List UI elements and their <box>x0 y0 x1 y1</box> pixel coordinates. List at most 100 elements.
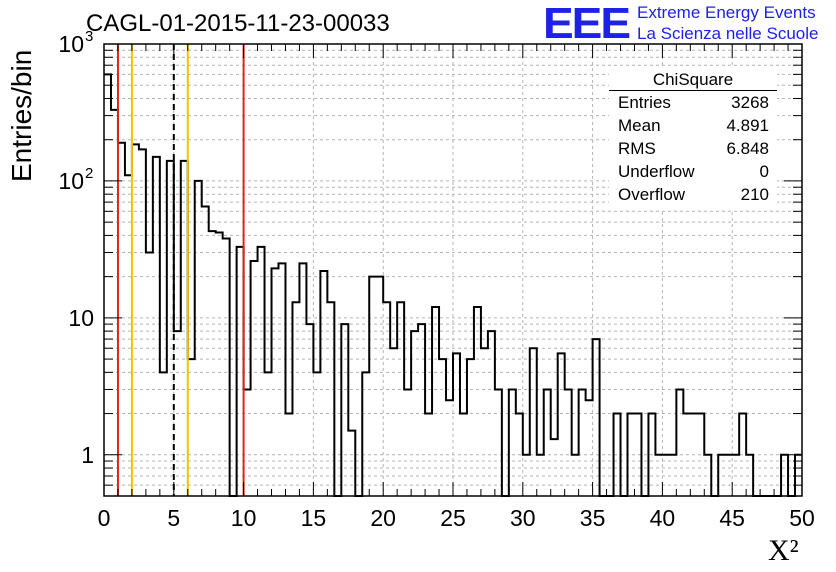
x-tick-label: 5 <box>167 505 180 531</box>
histogram-bin <box>453 353 460 496</box>
histogram-bin <box>488 331 495 496</box>
y-tick-label: 10 <box>58 168 84 194</box>
histogram-bin <box>390 348 397 496</box>
histogram-bin <box>565 389 572 496</box>
stats-value: 0 <box>759 162 769 181</box>
y-tick-label: 10 <box>58 31 84 57</box>
logo-mark: EEE <box>543 0 631 48</box>
histogram-bin <box>648 414 655 496</box>
histogram-bin <box>265 372 272 496</box>
histogram-bin <box>383 302 390 496</box>
stats-title: ChiSquare <box>609 68 777 91</box>
histogram-bin <box>418 324 425 496</box>
stats-label: Overflow <box>618 185 686 204</box>
x-tick-label: 30 <box>510 505 536 531</box>
logo-line-2: La Scienza nelle Scuole <box>637 24 819 43</box>
histogram-bin <box>704 455 711 496</box>
histogram-bin <box>544 389 551 496</box>
histogram-bin <box>397 302 404 496</box>
histogram-bin <box>362 372 369 496</box>
y-tick-label: 1 <box>81 442 94 468</box>
histogram-bin <box>188 359 195 496</box>
histogram-bin <box>195 181 202 496</box>
x-tick-label: 10 <box>231 505 257 531</box>
histogram-bin <box>446 400 453 496</box>
histogram-bin <box>404 389 411 496</box>
histogram-bin <box>209 231 216 496</box>
histogram-bin <box>530 348 537 496</box>
chart-title: CAGL-01-2015-11-23-00033 <box>86 10 390 37</box>
histogram-bin <box>104 74 111 496</box>
stats-value: 3268 <box>731 93 769 112</box>
histogram-bin <box>244 389 251 496</box>
stats-value: 6.848 <box>726 139 769 158</box>
histogram-bin <box>732 455 739 496</box>
histogram-bin <box>216 233 223 496</box>
histogram-bin <box>495 389 502 496</box>
stats-value: 210 <box>740 185 769 204</box>
x-tick-label: 45 <box>719 505 745 531</box>
logo-line-1: Extreme Energy Events <box>637 3 816 22</box>
histogram-bin <box>593 339 600 496</box>
histogram-bin <box>460 414 467 496</box>
histogram-bin <box>739 414 746 496</box>
histogram-bin <box>174 331 181 496</box>
stats-row: RMS 6.848 <box>609 137 777 160</box>
histogram-bin <box>579 389 586 496</box>
histogram-bin <box>125 175 132 496</box>
axis-ticks <box>103 44 803 497</box>
y-tick-label-exponent: 3 <box>85 28 93 45</box>
histogram-bin <box>146 253 153 496</box>
histogram-bin <box>628 414 635 496</box>
histogram-bin <box>669 455 676 496</box>
histogram-outline <box>104 73 802 497</box>
histogram-bin <box>683 414 690 496</box>
histogram-bin <box>258 247 265 496</box>
histogram-bin <box>306 324 313 496</box>
histogram-bin <box>376 277 383 496</box>
histogram-bin <box>132 144 139 496</box>
histogram-bin <box>676 389 683 496</box>
histogram-bins <box>104 73 802 497</box>
histogram-bin <box>509 389 516 496</box>
histogram-bin <box>313 372 320 496</box>
logo-text: Extreme Energy Events La Scienza nelle S… <box>637 2 818 44</box>
x-tick-label: 0 <box>98 505 111 531</box>
histogram-bin <box>725 455 732 496</box>
histogram-bin <box>223 238 230 496</box>
histogram-bin <box>153 157 160 496</box>
stats-row: Entries 3268 <box>609 91 777 114</box>
x-tick-label: 25 <box>440 505 466 531</box>
histogram-bin <box>111 110 118 496</box>
histogram-bin <box>655 455 662 496</box>
y-tick-label-exponent: 2 <box>85 165 93 182</box>
histogram-bin <box>411 331 418 496</box>
stats-label: Underflow <box>618 162 695 181</box>
histogram-bin <box>474 307 481 496</box>
histogram-bin <box>348 431 355 496</box>
histogram-bin <box>558 353 565 496</box>
histogram-bin <box>181 161 188 496</box>
histogram-bin <box>439 359 446 496</box>
stats-row: Underflow 0 <box>609 160 777 183</box>
histogram-bin <box>237 247 244 496</box>
histogram-bin <box>662 455 669 496</box>
histogram-bin <box>279 263 286 496</box>
stats-value: 4.891 <box>726 116 769 135</box>
histogram-bin <box>537 455 544 496</box>
histogram-bin <box>551 439 558 496</box>
stats-label: RMS <box>618 139 656 158</box>
histogram-bin <box>167 161 174 496</box>
histogram-bin <box>572 455 579 496</box>
histogram-bin <box>327 302 334 496</box>
stats-row: Overflow 210 <box>609 183 777 206</box>
histogram-bin <box>292 302 299 496</box>
histogram-bin <box>320 271 327 496</box>
stats-label: Entries <box>618 93 671 112</box>
y-axis-label: Entries/bin <box>6 49 37 182</box>
histogram-bin <box>272 268 279 496</box>
histogram-bin <box>432 307 439 496</box>
x-tick-label: 35 <box>580 505 606 531</box>
